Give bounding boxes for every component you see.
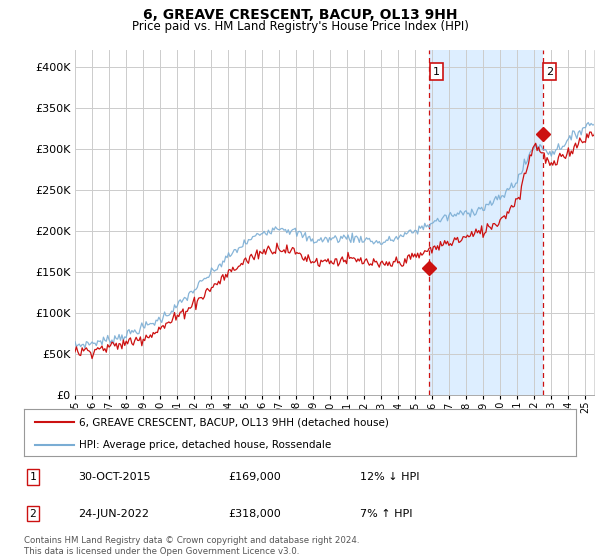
Text: 1: 1	[433, 67, 440, 77]
Text: Contains HM Land Registry data © Crown copyright and database right 2024.
This d: Contains HM Land Registry data © Crown c…	[24, 536, 359, 556]
Text: 24-JUN-2022: 24-JUN-2022	[78, 508, 149, 519]
Text: Price paid vs. HM Land Registry's House Price Index (HPI): Price paid vs. HM Land Registry's House …	[131, 20, 469, 32]
Text: £318,000: £318,000	[228, 508, 281, 519]
Text: £169,000: £169,000	[228, 472, 281, 482]
Text: 6, GREAVE CRESCENT, BACUP, OL13 9HH (detached house): 6, GREAVE CRESCENT, BACUP, OL13 9HH (det…	[79, 417, 389, 427]
Text: 2: 2	[546, 67, 553, 77]
Text: 1: 1	[29, 472, 37, 482]
Bar	[430, 50, 542, 395]
Text: 7% ↑ HPI: 7% ↑ HPI	[360, 508, 413, 519]
Text: HPI: Average price, detached house, Rossendale: HPI: Average price, detached house, Ross…	[79, 440, 331, 450]
Text: 30-OCT-2015: 30-OCT-2015	[78, 472, 151, 482]
Text: 2: 2	[29, 508, 37, 519]
Text: 12% ↓ HPI: 12% ↓ HPI	[360, 472, 419, 482]
Text: 6, GREAVE CRESCENT, BACUP, OL13 9HH: 6, GREAVE CRESCENT, BACUP, OL13 9HH	[143, 8, 457, 22]
